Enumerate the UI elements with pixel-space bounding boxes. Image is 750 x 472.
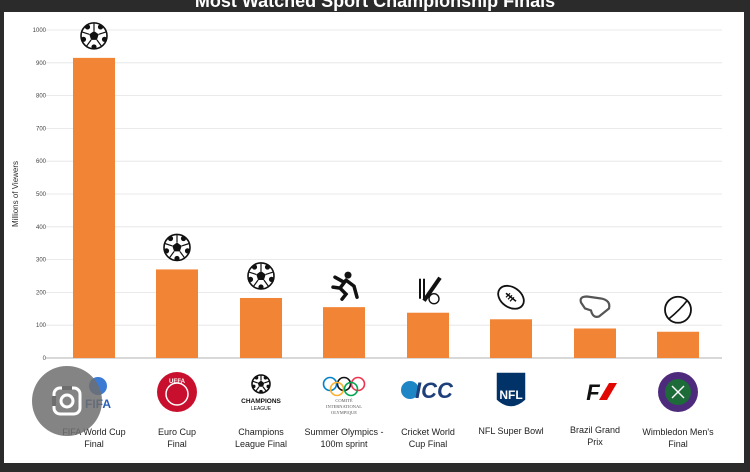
- y-tick-label: 1000: [33, 28, 47, 34]
- y-axis-ticks: 0 100 200 300 400 500 600 700 800 900 1000: [33, 28, 47, 362]
- category-label: Final: [84, 439, 104, 449]
- icc-logo: ICC: [401, 378, 454, 403]
- y-tick-label: 100: [36, 323, 47, 329]
- category-label: Euro Cup: [158, 427, 196, 437]
- wimbledon-logo: [658, 372, 698, 412]
- svg-text:INTERNATIONAL: INTERNATIONAL: [326, 404, 362, 409]
- soccer-ball-icon: [163, 233, 191, 262]
- svg-text:OLYMPIQUE: OLYMPIQUE: [331, 410, 357, 415]
- cricket-bat-icon: [419, 276, 442, 305]
- race-circuit-icon: [579, 295, 611, 318]
- y-tick-label: 900: [36, 61, 47, 67]
- category-label: Brazil Grand: [570, 425, 620, 435]
- y-tick-label: 400: [36, 225, 47, 231]
- bars: [73, 57, 699, 358]
- category-label: League Final: [235, 439, 287, 449]
- bar-highlight: [73, 57, 115, 358]
- sport-icons: [80, 22, 692, 324]
- bar-highlight: [574, 328, 616, 358]
- soccer-ball-icon: [80, 22, 108, 50]
- category-label: Final: [668, 439, 688, 449]
- y-tick-label: 300: [36, 258, 47, 264]
- bar-highlight: [407, 312, 449, 358]
- sprinter-icon: [331, 271, 359, 301]
- chart-title: Most Watched Sport Championship Finals: [194, 0, 556, 11]
- lens-icon: [52, 386, 82, 416]
- svg-text:CHAMPIONS: CHAMPIONS: [241, 398, 281, 405]
- bottom-bar: [0, 463, 750, 472]
- bar-highlight: [657, 331, 699, 358]
- y-tick-label: 200: [36, 290, 47, 296]
- gridlines: [46, 29, 722, 326]
- bar-highlight: [156, 269, 198, 358]
- american-football-icon: [497, 284, 525, 310]
- f1-logo: F: [586, 380, 617, 405]
- y-tick-label: 0: [43, 356, 47, 362]
- bar: [323, 307, 365, 358]
- uefa-logo: UEFA: [157, 372, 197, 412]
- bar-highlight: [240, 297, 282, 358]
- category-label: Prix: [587, 437, 603, 447]
- bar: [657, 331, 699, 358]
- svg-text:ICC: ICC: [415, 378, 454, 403]
- bar-highlight: [323, 307, 365, 358]
- category-label: Champions: [238, 427, 284, 437]
- svg-text:COMITÉ: COMITÉ: [335, 398, 352, 403]
- y-tick-label: 600: [36, 159, 47, 165]
- image-search-button[interactable]: [32, 366, 102, 436]
- bar-highlight: [490, 319, 532, 358]
- y-tick-label: 500: [36, 192, 47, 198]
- category-label: Final: [167, 439, 187, 449]
- chart-panel: [4, 12, 744, 463]
- category-labels: FIFA World Cup Final Euro Cup Final Champion…: [62, 425, 714, 449]
- category-label: Wimbledon Men's: [642, 427, 714, 437]
- svg-text:UEFA: UEFA: [169, 379, 186, 385]
- bar: [240, 297, 282, 358]
- tennis-ball-icon: [664, 295, 692, 324]
- bar: [407, 312, 449, 358]
- nfl-logo: NFL: [495, 371, 527, 408]
- y-tick-label: 800: [36, 94, 47, 100]
- competition-logos: FIFAUEFACHAMPIONSLEAGUECOMITÉINTERNATION…: [85, 371, 698, 415]
- svg-text:F: F: [586, 380, 600, 405]
- soccer-ball-icon: [247, 262, 275, 290]
- bar: [574, 328, 616, 358]
- category-label: 100m sprint: [320, 439, 368, 449]
- bar: [490, 319, 532, 358]
- y-tick-label: 700: [36, 126, 47, 132]
- svg-text:LEAGUE: LEAGUE: [251, 406, 272, 412]
- category-label: FIFA World Cup: [62, 427, 125, 437]
- category-label: Cup Final: [409, 439, 448, 449]
- bar: [73, 57, 115, 358]
- category-label: Summer Olympics -: [304, 427, 383, 437]
- category-label: NFL Super Bowl: [478, 426, 543, 436]
- y-axis-label: Millions of Viewers: [11, 161, 20, 227]
- bar: [156, 269, 198, 358]
- svg-text:NFL: NFL: [499, 388, 522, 402]
- category-label: Cricket World: [401, 427, 455, 437]
